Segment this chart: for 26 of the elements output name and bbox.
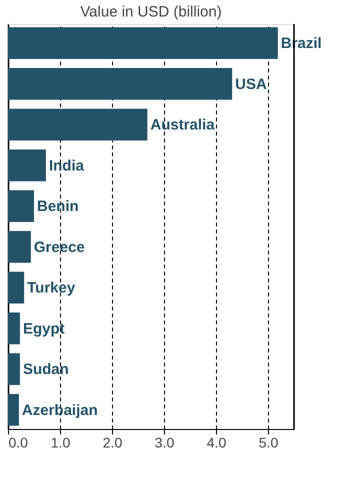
y-tick-label: Australia (150, 116, 216, 134)
bar (8, 272, 24, 304)
bar (8, 68, 232, 100)
bar (8, 353, 20, 385)
y-tick-label: Egypt (22, 320, 65, 338)
x-tick-label: 0.0 (8, 434, 28, 450)
x-tick-label: 5.0 (258, 434, 278, 450)
x-axis-title: Value in USD (billion) (80, 3, 222, 20)
x-tick-label: 1.0 (50, 434, 70, 450)
y-tick-label: Azerbaijan (22, 402, 98, 419)
bar (8, 190, 34, 222)
y-tick-label: India (48, 157, 85, 174)
bar (8, 27, 278, 60)
bar (8, 230, 31, 263)
y-tick-label: Sudan (22, 361, 69, 378)
y-tick-label: Benin (37, 198, 79, 216)
y-tick-label: USA (235, 76, 267, 93)
x-tick-label: 3.0 (154, 434, 174, 450)
bar (8, 312, 20, 344)
bar (8, 149, 46, 182)
bar (8, 394, 19, 426)
x-tick-label: 4.0 (206, 434, 226, 450)
x-tick-label: 2.0 (102, 434, 122, 450)
y-tick-label: Turkey (27, 280, 76, 297)
y-tick-label: Greece (34, 238, 85, 256)
bar (8, 108, 148, 141)
